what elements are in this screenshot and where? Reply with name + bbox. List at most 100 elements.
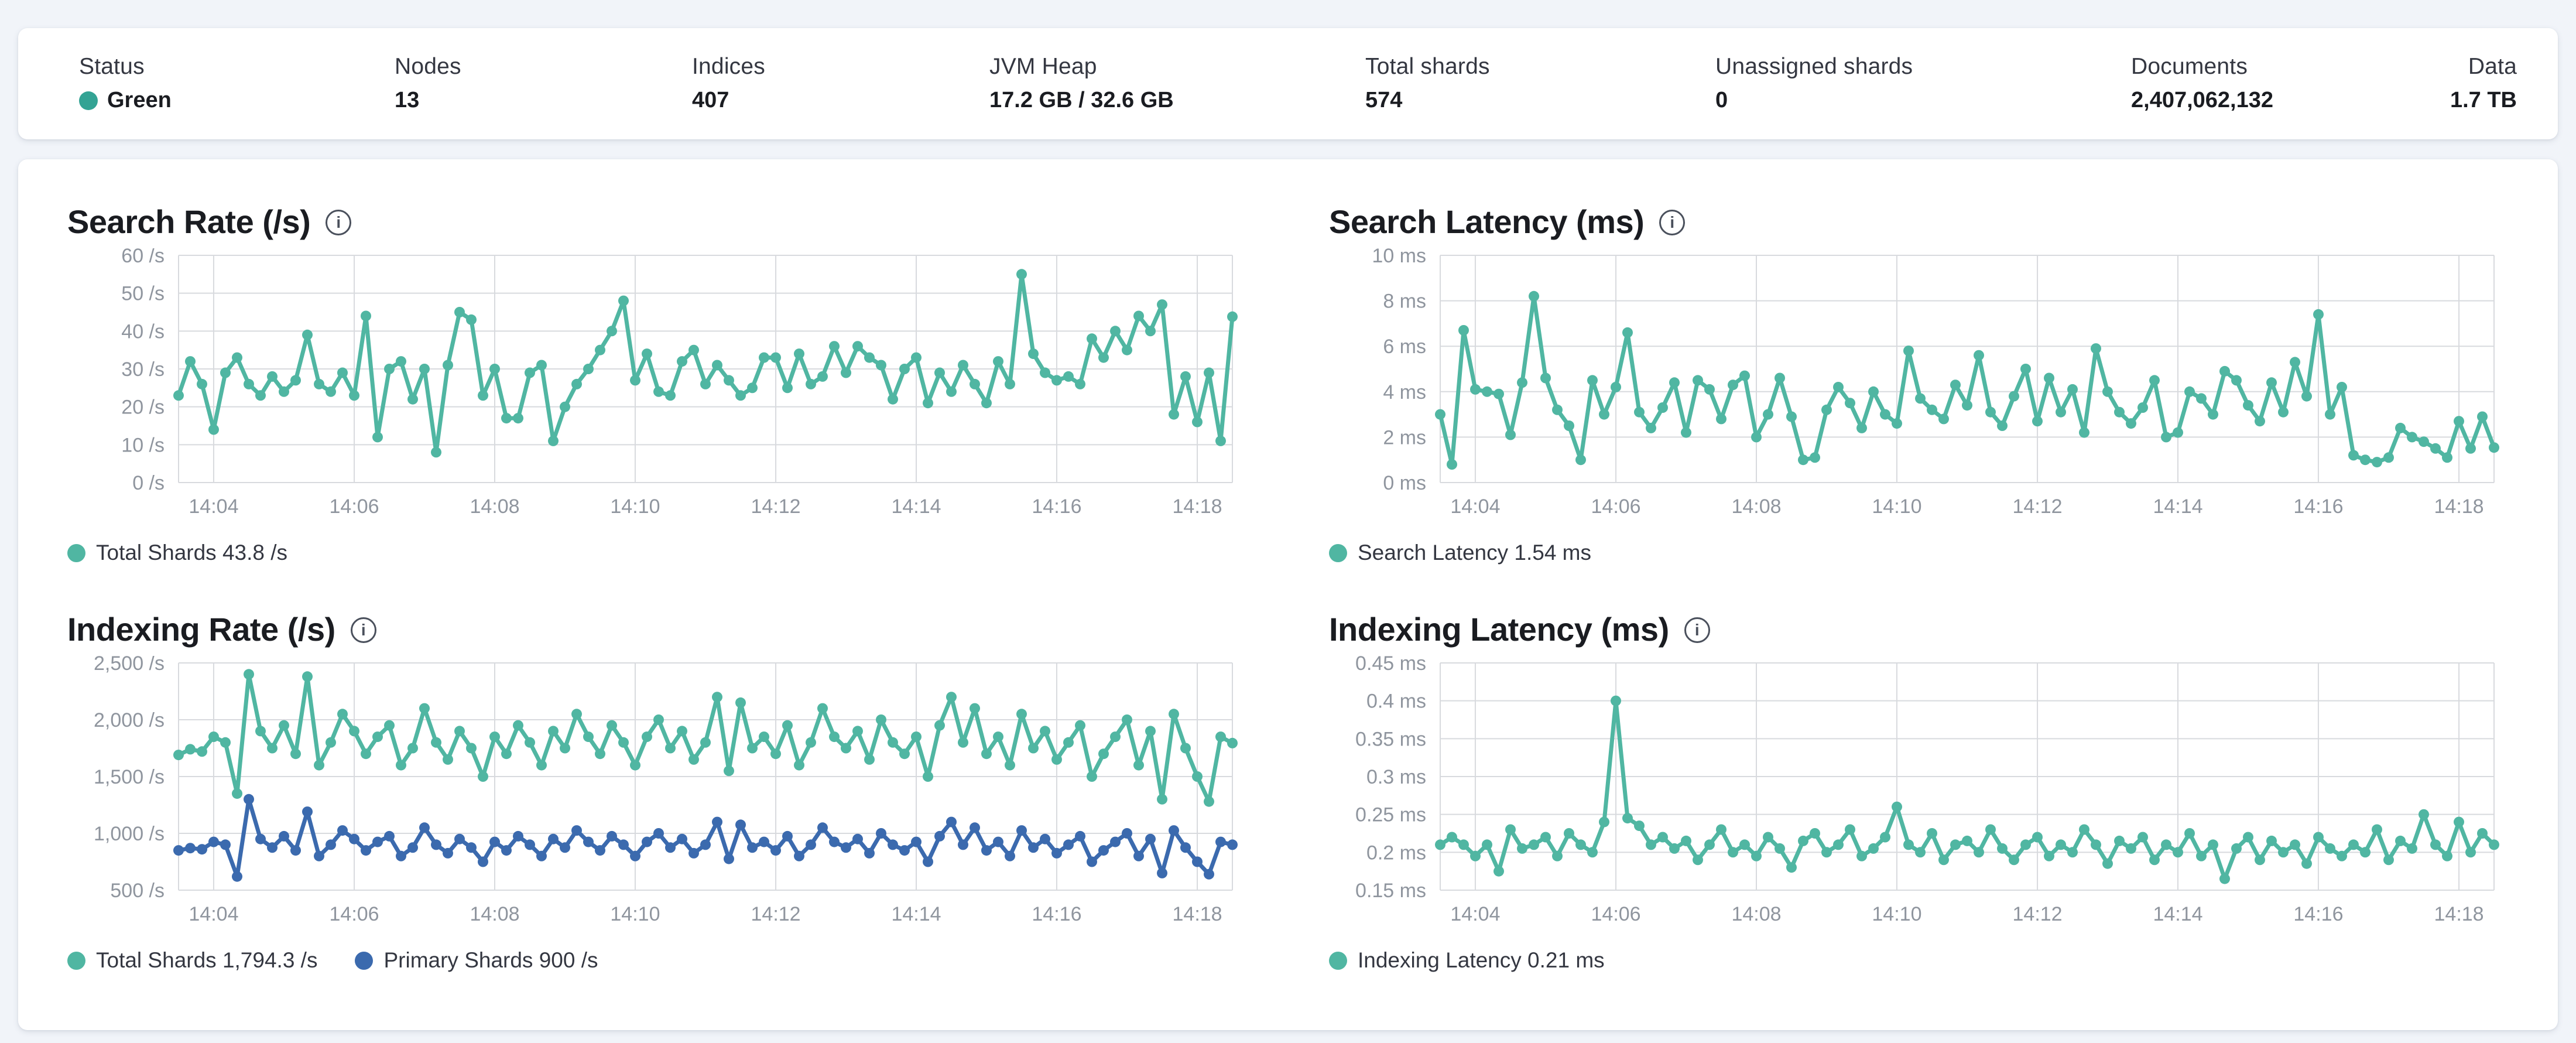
cluster-status-bar: Status Green Nodes 13 Indices 407 JVM He… (18, 28, 2558, 139)
stat-value: 574 (1365, 88, 1403, 112)
stat-label: Data (2468, 54, 2517, 79)
svg-text:0.45 ms: 0.45 ms (1355, 656, 1426, 675)
chart-search-latency: Search Latency (ms) i 10 ms 8 ms 6 ms 4 ms 2… (1329, 200, 2509, 567)
svg-text:0.3 ms: 0.3 ms (1366, 766, 1426, 788)
legend-dot-icon (67, 543, 85, 562)
svg-text:4 ms: 4 ms (1383, 381, 1426, 403)
stat-value: 2,407,062,132 (2131, 88, 2274, 112)
svg-text:14:04: 14:04 (1450, 903, 1500, 925)
svg-text:0.2 ms: 0.2 ms (1366, 842, 1426, 864)
chart-indexing-rate: Indexing Rate (/s) i 2,500 /s 2,000 /s 1,5… (67, 608, 1247, 974)
svg-text:20 /s: 20 /s (121, 396, 165, 419)
search-latency-plot[interactable]: 10 ms 8 ms 6 ms 4 ms 2 ms 0 ms 14:04 14:06 14:08… (1329, 248, 2509, 529)
svg-text:0.15 ms: 0.15 ms (1355, 880, 1426, 902)
metrics-panel: Search Rate (/s) i 60 /s 50 /s 40 /s 30 /s 2… (18, 159, 2558, 1030)
svg-text:6 ms: 6 ms (1383, 336, 1426, 358)
svg-text:14:12: 14:12 (2013, 903, 2063, 925)
stat-value: Green (107, 88, 172, 112)
legend-dot-icon (67, 951, 85, 970)
svg-text:14:06: 14:06 (1591, 903, 1641, 925)
info-icon[interactable]: i (1684, 617, 1710, 643)
stat-total-shards: Total shards 574 (1365, 54, 1490, 113)
svg-text:8 ms: 8 ms (1383, 290, 1426, 313)
svg-text:14:18: 14:18 (1173, 903, 1222, 925)
svg-text:14:16: 14:16 (1032, 903, 1081, 925)
svg-text:14:10: 14:10 (1872, 495, 1921, 518)
svg-text:14:12: 14:12 (2013, 495, 2063, 518)
legend-item[interactable]: Total Shards 1,794.3 /s (67, 948, 317, 973)
legend-item[interactable]: Total Shards 43.8 /s (67, 541, 287, 565)
stat-value: 17.2 GB / 32.6 GB (989, 88, 1174, 112)
stat-label: Status (79, 54, 145, 79)
info-icon[interactable]: i (1659, 210, 1686, 235)
svg-text:14:08: 14:08 (470, 903, 519, 925)
legend-label: Indexing Latency 0.21 ms (1358, 948, 1605, 972)
stat-label: JVM Heap (989, 54, 1097, 79)
svg-text:500 /s: 500 /s (110, 880, 165, 902)
stat-documents: Documents 2,407,062,132 (2131, 54, 2273, 113)
svg-text:14:14: 14:14 (891, 495, 941, 518)
svg-text:14:08: 14:08 (1731, 495, 1781, 518)
svg-text:14:18: 14:18 (2434, 495, 2484, 518)
stat-value: 407 (692, 88, 729, 112)
legend-label: Search Latency 1.54 ms (1358, 541, 1591, 565)
stat-jvm-heap: JVM Heap 17.2 GB / 32.6 GB (989, 54, 1174, 113)
svg-text:0.25 ms: 0.25 ms (1355, 804, 1426, 826)
legend-dot-icon (1329, 543, 1347, 562)
svg-text:14:08: 14:08 (470, 495, 519, 518)
svg-text:14:14: 14:14 (2153, 903, 2202, 925)
svg-text:14:10: 14:10 (610, 903, 660, 925)
legend-label: Primary Shards 900 /s (383, 948, 598, 972)
svg-text:14:16: 14:16 (2293, 495, 2343, 518)
svg-text:0 ms: 0 ms (1383, 472, 1426, 494)
svg-text:14:16: 14:16 (2293, 903, 2343, 925)
svg-text:14:04: 14:04 (189, 903, 238, 925)
svg-text:0 /s: 0 /s (132, 472, 165, 494)
stat-value: 13 (395, 88, 420, 112)
svg-text:10 /s: 10 /s (121, 434, 165, 456)
svg-text:10 ms: 10 ms (1372, 248, 1426, 267)
chart-title: Indexing Latency (ms) (1329, 610, 1669, 648)
legend-dot-icon (355, 951, 374, 970)
legend-dot-icon (1329, 951, 1347, 970)
stat-label: Indices (692, 54, 765, 79)
stat-value: 0 (1715, 88, 1728, 112)
chart-indexing-latency: Indexing Latency (ms) i 0.45 ms 0.4 ms 0.3… (1329, 608, 2509, 974)
svg-text:14:14: 14:14 (2153, 495, 2202, 518)
stat-label: Total shards (1365, 54, 1490, 79)
indexing-latency-plot[interactable]: 0.45 ms 0.4 ms 0.35 ms 0.3 ms 0.25 ms 0.2 ms 0… (1329, 656, 2509, 937)
svg-text:14:14: 14:14 (891, 903, 941, 925)
svg-text:2,500 /s: 2,500 /s (94, 656, 165, 675)
svg-text:0.4 ms: 0.4 ms (1366, 690, 1426, 713)
svg-text:14:04: 14:04 (1450, 495, 1500, 518)
legend-item[interactable]: Search Latency 1.54 ms (1329, 541, 1591, 565)
svg-text:60 /s: 60 /s (121, 248, 165, 267)
indexing-rate-plot[interactable]: 2,500 /s 2,000 /s 1,500 /s 1,000 /s 500 /s 14… (67, 656, 1247, 937)
stat-nodes: Nodes 13 (395, 54, 461, 113)
svg-text:14:12: 14:12 (751, 495, 801, 518)
stat-status: Status Green (79, 54, 172, 113)
svg-text:2 ms: 2 ms (1383, 426, 1426, 449)
chart-title: Search Latency (ms) (1329, 203, 1645, 240)
info-icon[interactable]: i (350, 617, 376, 643)
svg-text:14:10: 14:10 (610, 495, 660, 518)
legend-label: Total Shards 1,794.3 /s (96, 948, 318, 972)
svg-text:14:10: 14:10 (1872, 903, 1921, 925)
stat-unassigned-shards: Unassigned shards 0 (1715, 54, 1913, 113)
search-rate-plot[interactable]: 60 /s 50 /s 40 /s 30 /s 20 /s 10 /s 0 /s 14:04 1… (67, 248, 1247, 529)
svg-text:14:06: 14:06 (330, 495, 379, 518)
svg-text:40 /s: 40 /s (121, 320, 165, 343)
svg-text:14:06: 14:06 (1591, 495, 1641, 518)
svg-text:0.35 ms: 0.35 ms (1355, 728, 1426, 750)
legend-item[interactable]: Primary Shards 900 /s (355, 948, 598, 973)
info-icon[interactable]: i (326, 210, 352, 235)
svg-text:14:18: 14:18 (2434, 903, 2484, 925)
svg-text:14:16: 14:16 (1032, 495, 1081, 518)
chart-search-rate: Search Rate (/s) i 60 /s 50 /s 40 /s 30 /s 2… (67, 200, 1247, 567)
svg-text:14:08: 14:08 (1731, 903, 1781, 925)
svg-text:50 /s: 50 /s (121, 283, 165, 305)
stat-label: Unassigned shards (1715, 54, 1913, 79)
stat-value: 1.7 TB (2450, 88, 2517, 112)
legend-label: Total Shards 43.8 /s (96, 541, 288, 565)
legend-item[interactable]: Indexing Latency 0.21 ms (1329, 948, 1605, 973)
